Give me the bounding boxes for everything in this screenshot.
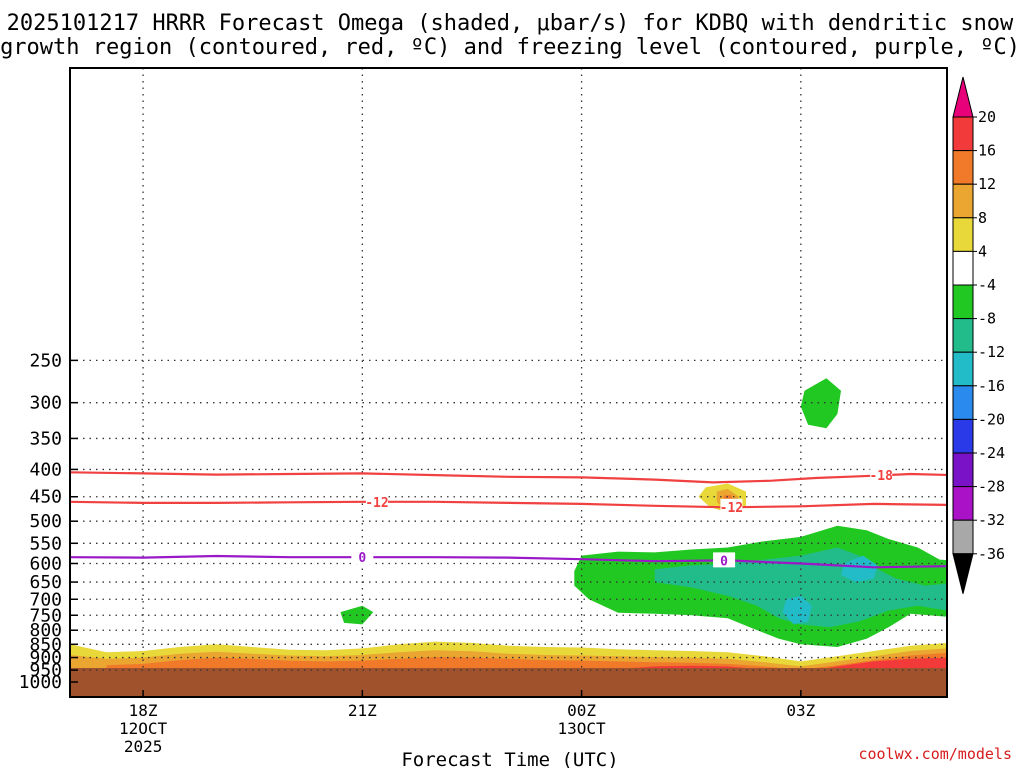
y-axis: 2503003504004505005506006507007508008509… [19,350,78,693]
shaded-small-yellow-mid [1006,512,1024,531]
contour-label: 0 [720,554,728,569]
colorbar-label: -36 [978,545,1005,563]
colorbar-box [952,284,974,320]
colorbar-box [952,318,974,353]
colorbar-box [952,486,974,521]
y-tick-label: 300 [29,393,62,414]
shaded-teal-core-1 [841,555,878,583]
colorbar-box [952,217,974,252]
y-tick-label: 550 [29,533,62,554]
credit-text: coolwx.com/models [858,745,1012,763]
colorbar-box [952,385,974,420]
contour-label-bg [365,493,388,509]
colorbar-box [952,418,974,454]
shaded-upper-jet-yellow [786,360,947,459]
colorbar-box [952,183,974,219]
contour-label-bg [870,467,893,483]
shaded-teal-core-3 [984,582,1024,621]
contour-label: -18 [869,469,893,484]
y-tick-label: 500 [29,511,62,532]
ground-terrain [70,668,947,697]
colorbar-label: -12 [978,343,1005,361]
x-tick-label: 12OCT [119,719,168,738]
colorbar-box [952,116,974,152]
colorbar-label: 4 [978,242,987,260]
y-tick-label: 800 [29,620,62,641]
x-tick-label: 2025 [124,737,163,756]
colorbar-label: -8 [978,310,996,328]
colorbar-box [952,351,974,387]
contour-label: -12 [720,501,743,516]
colorbar-label: 16 [978,142,996,160]
y-tick-label: 650 [29,572,62,593]
chart-title-line2: growth region (contoured, red, ºC) and f… [0,35,1020,60]
colorbar-box [952,519,974,555]
omega-shading [70,308,1024,677]
y-tick-label: 600 [29,553,62,574]
y-tick-label: 700 [29,589,62,610]
plot-frame [69,67,948,698]
contour-label: 0 [358,551,366,566]
contour-labels: -18-12-12-12000 [351,467,893,569]
colorbar-box [952,150,974,185]
colorbar-label: -16 [978,377,1005,395]
colorbar-bottom-triangle [952,553,974,594]
contour--18 [70,471,947,484]
x-tick-label: 00Z [567,701,596,720]
x-tick-label: 03Z [786,701,815,720]
chart-title-line1: 2025101217 HRRR Forecast Omega (shaded, … [7,11,1014,36]
shaded-teal-core-2 [782,595,812,625]
contour-label-bg [713,552,736,568]
colorbar-top-triangle [952,76,974,118]
x-tick-label: 18Z [129,701,158,720]
colorbar-label: -32 [978,511,1005,529]
contour-label-bg [720,498,743,514]
colorbar: 20 16 12 8 4 -4 -8 -12 -16 -20 -24 -28 -32 -36 [952,76,1005,594]
y-tick-label: 1000 [19,672,62,693]
colorbar-box [952,250,974,286]
y-tick-label: 350 [29,428,62,449]
y-tick-label: 750 [29,605,62,626]
contour--12 [70,500,947,509]
y-tick-label: 950 [29,660,62,681]
shaded-upper-green-left [800,378,841,429]
shaded-small-yellow-left [128,551,158,572]
contour-label-bg [351,549,374,565]
colorbar-label: 8 [978,209,987,227]
x-tick-label: 21Z [348,701,377,720]
shaded-top-knob-yellow [778,308,801,331]
y-tick-label: 850 [29,634,62,655]
colorbar-label: -20 [978,410,1005,428]
y-tick-label: 900 [29,648,62,669]
x-axis-label: Forecast Time (UTC) [401,749,618,768]
colorbar-label: -4 [978,276,996,294]
y-tick-label: 250 [29,350,62,371]
colorbar-label: -24 [978,444,1005,462]
colorbar-label: 20 [978,108,996,126]
x-tick-label: 13OCT [557,719,606,738]
colorbar-label: -28 [978,478,1005,496]
colorbar-box [952,452,974,488]
colorbar-label: 12 [978,175,996,193]
y-tick-label: 450 [29,487,62,508]
contour-label: -12 [365,496,388,511]
grid-lines [70,68,947,671]
y-tick-label: 400 [29,459,62,480]
